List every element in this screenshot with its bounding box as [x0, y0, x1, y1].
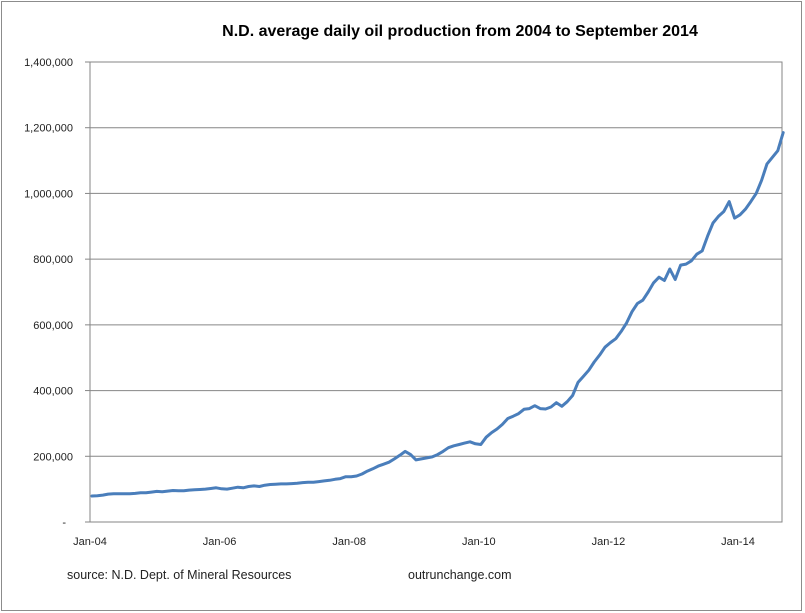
x-tick-label: Jan-04 [73, 536, 107, 548]
x-tick-label: Jan-10 [462, 536, 496, 548]
y-tick-label: 1,200,000 [24, 123, 73, 135]
y-tick-label: 400,000 [33, 386, 73, 398]
chart-title: N.D. average daily oil production from 2… [222, 23, 698, 40]
series-group [90, 131, 785, 498]
source-annotation: source: N.D. Dept. of Mineral Resources [67, 568, 291, 582]
website-annotation: outrunchange.com [408, 568, 512, 582]
y-axis-tick-labels: - 200,000 400,000 600,000 800,000 1,000,000 1,… [24, 57, 73, 529]
x-tick-label: Jan-06 [203, 536, 237, 548]
gridlines [85, 61, 782, 523]
y-tick-label: 1,400,000 [24, 57, 73, 69]
y-tick-label: 1,000,000 [24, 188, 73, 200]
x-tick-label: Jan-14 [721, 536, 755, 548]
x-axis-tick-labels: Jan-04 Jan-06 Jan-08 Jan-10 Jan-12 Jan-14 [73, 536, 755, 548]
y-tick-label: 600,000 [33, 320, 73, 332]
series-line-oil-production [90, 131, 785, 498]
y-tick-label: 200,000 [33, 451, 73, 463]
plot-area [89, 61, 783, 523]
y-tick-label: 800,000 [33, 254, 73, 266]
y-tick-label: - [62, 517, 66, 529]
x-tick-label: Jan-08 [332, 536, 366, 548]
x-tick-label: Jan-12 [592, 536, 626, 548]
